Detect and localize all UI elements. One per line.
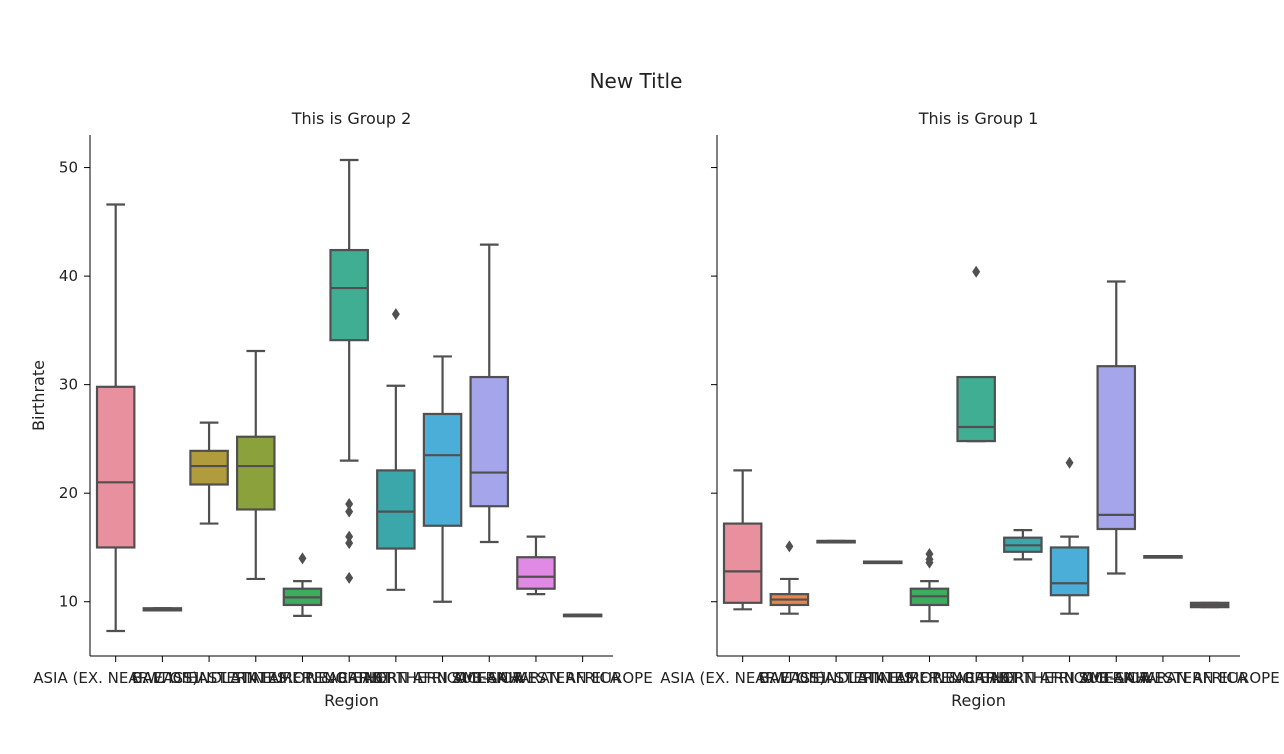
box-body [956, 375, 996, 443]
outlier-point [345, 498, 354, 511]
x-tick-label: OCEANIA [455, 669, 524, 687]
box-plot [1003, 528, 1043, 561]
box-body [469, 375, 510, 508]
box-plot [909, 547, 950, 623]
x-tick-label: OCEANIA [1082, 669, 1151, 687]
box-plot [142, 607, 183, 612]
x-tick-label: NORTHERN AFRICA [951, 669, 1095, 687]
outlier-point [298, 552, 307, 565]
y-tick-label: 50 [59, 159, 78, 177]
outlier-point [345, 530, 354, 543]
box-plot [235, 349, 276, 581]
x-tick-label: C.W. OF IND. STATES [759, 669, 914, 687]
x-tick-label: SUB-SAHARAN AFRICA [452, 669, 621, 687]
outlier-point [785, 540, 794, 553]
y-tick-label: 30 [59, 376, 78, 394]
box-plot [816, 539, 856, 544]
outlier-point [391, 308, 400, 321]
box-body [189, 449, 229, 486]
x-tick-label: EASTERN EUROPE [815, 669, 951, 687]
box-plot [956, 265, 996, 443]
outlier-point [345, 537, 354, 550]
x-tick-label: ASIA (EX. NEAR EAST) [660, 669, 825, 687]
box-plot [422, 355, 463, 603]
box-body [422, 412, 463, 527]
x-tick-label: NEAR EAST [307, 669, 392, 687]
outlier-point [925, 556, 934, 569]
outlier-point [345, 571, 354, 584]
x-tick-label: LATIN AMER. & CARIB [222, 669, 384, 687]
box-body [722, 522, 763, 604]
box-plot [722, 469, 763, 611]
x-tick-label: ASIA (EX. NEAR EAST) [33, 669, 198, 687]
chart-panel: This is Group 2 10 20 30 40 50 Birthrate ASIA (… [29, 109, 653, 710]
outlier-point [345, 505, 354, 518]
chart-panel: This is Group 1 ASIA (EX. NEAR EAST)BALTI… [660, 109, 1279, 710]
panel-title: This is Group 1 [918, 109, 1039, 128]
box-body [95, 385, 136, 549]
x-tick-label: LATIN AMER. & CARIB [849, 669, 1011, 687]
box-body [1049, 546, 1090, 597]
box-plot [1189, 601, 1230, 609]
x-tick-label: BALTICS [759, 669, 819, 687]
outlier-point [972, 265, 981, 278]
box-body [376, 469, 416, 550]
box-plot [769, 540, 810, 615]
panel-title: This is Group 2 [291, 109, 412, 128]
x-tick-label: SUB-SAHARAN AFRICA [1079, 669, 1248, 687]
x-axis-title: Region [951, 691, 1006, 710]
box-body [235, 435, 276, 511]
y-axis-title: Birthrate [29, 360, 48, 431]
box-plot [1096, 280, 1137, 575]
box-plot [562, 613, 603, 618]
outlier-point [1065, 456, 1074, 469]
figure-title: New Title [590, 69, 683, 93]
box-plot [469, 243, 510, 544]
box-plot [1049, 456, 1090, 615]
x-axis-title: Region [324, 691, 379, 710]
x-tick-label: NEAR EAST [934, 669, 1019, 687]
x-tick-label: NORTHERN AMERICA [364, 669, 522, 687]
box-plot [282, 552, 323, 617]
x-tick-label: EASTERN EUROPE [188, 669, 324, 687]
box-plot [95, 203, 136, 633]
panels: This is Group 2 10 20 30 40 50 Birthrate ASIA (… [29, 109, 1280, 710]
box-plot [516, 535, 556, 596]
x-tick-label: BALTICS [132, 669, 192, 687]
x-tick-label: NORTHERN AFRICA [324, 669, 468, 687]
box-body [329, 248, 369, 342]
x-tick-label: WESTERN EUROPE [1140, 669, 1280, 687]
box-body [516, 556, 556, 590]
y-tick-label: 10 [59, 593, 78, 611]
box-plot [329, 158, 369, 584]
y-tick-label: 40 [59, 267, 78, 285]
box-body [1096, 365, 1137, 531]
box-plot [189, 421, 229, 525]
box-plot [1143, 555, 1183, 559]
y-tick-label: 20 [59, 484, 78, 502]
box-plot [376, 308, 416, 591]
x-tick-label: WESTERN EUROPE [513, 669, 653, 687]
box-plot [862, 560, 903, 565]
x-tick-label: C.W. OF IND. STATES [132, 669, 287, 687]
x-tick-label: NORTHERN AMERICA [991, 669, 1149, 687]
